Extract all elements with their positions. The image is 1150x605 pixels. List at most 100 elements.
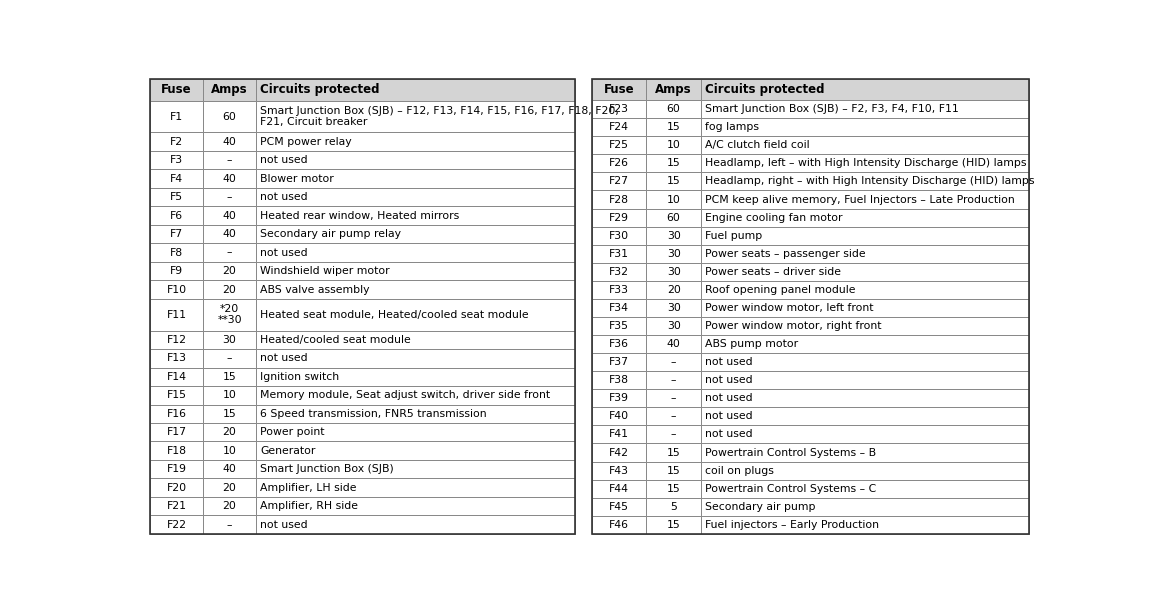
Text: 6 Speed transmission, FNR5 transmission: 6 Speed transmission, FNR5 transmission — [260, 409, 486, 419]
Text: F39: F39 — [610, 393, 629, 404]
Bar — [646, 498, 702, 515]
Text: F37: F37 — [610, 357, 629, 367]
Bar — [256, 79, 575, 100]
Bar — [702, 480, 1029, 498]
Bar — [702, 191, 1029, 209]
Bar — [204, 262, 256, 280]
Bar — [592, 443, 646, 462]
Bar — [256, 262, 575, 280]
Bar — [150, 386, 204, 405]
Bar — [204, 151, 256, 169]
Bar — [256, 132, 575, 151]
Bar — [592, 227, 646, 244]
Text: not used: not used — [260, 353, 308, 364]
Text: Amps: Amps — [212, 83, 248, 96]
Text: 40: 40 — [223, 464, 237, 474]
Text: 15: 15 — [667, 448, 681, 457]
Text: Fuel injectors – Early Production: Fuel injectors – Early Production — [705, 520, 879, 530]
Text: not used: not used — [260, 247, 308, 258]
Bar — [256, 442, 575, 460]
Bar — [256, 331, 575, 349]
Text: 15: 15 — [223, 372, 237, 382]
Bar — [646, 371, 702, 389]
Text: 60: 60 — [667, 104, 681, 114]
Bar — [150, 368, 204, 386]
Text: 30: 30 — [667, 267, 681, 277]
Text: Power seats – driver side: Power seats – driver side — [705, 267, 841, 277]
Bar — [592, 244, 646, 263]
Bar — [646, 299, 702, 317]
Text: Headlamp, left – with High Intensity Discharge (HID) lamps: Headlamp, left – with High Intensity Dis… — [705, 159, 1026, 168]
Bar — [150, 188, 204, 206]
Text: F21, Circuit breaker: F21, Circuit breaker — [260, 117, 367, 127]
Bar — [702, 209, 1029, 227]
Text: 40: 40 — [223, 137, 237, 147]
Text: fog lamps: fog lamps — [705, 122, 759, 132]
Bar — [646, 462, 702, 480]
Text: F31: F31 — [610, 249, 629, 259]
Bar — [702, 443, 1029, 462]
Text: Power window motor, right front: Power window motor, right front — [705, 321, 881, 331]
Text: not used: not used — [260, 155, 308, 165]
Text: F45: F45 — [610, 502, 629, 512]
Bar — [592, 154, 646, 172]
Bar — [646, 244, 702, 263]
Text: not used: not used — [705, 430, 752, 439]
Bar — [646, 335, 702, 353]
Text: F22: F22 — [167, 520, 186, 529]
Text: not used: not used — [260, 520, 308, 529]
Text: F44: F44 — [610, 483, 629, 494]
Text: 40: 40 — [223, 229, 237, 239]
Text: Ignition switch: Ignition switch — [260, 372, 339, 382]
Bar — [150, 169, 204, 188]
Bar — [646, 209, 702, 227]
Text: –: – — [670, 411, 676, 421]
Text: F17: F17 — [167, 427, 186, 437]
Bar — [592, 335, 646, 353]
Text: F13: F13 — [167, 353, 186, 364]
Bar — [204, 479, 256, 497]
Bar — [256, 479, 575, 497]
Bar — [256, 368, 575, 386]
Text: Secondary air pump: Secondary air pump — [705, 502, 815, 512]
Text: F16: F16 — [167, 409, 186, 419]
Text: 15: 15 — [667, 177, 681, 186]
Text: F27: F27 — [610, 177, 629, 186]
Bar — [646, 443, 702, 462]
Bar — [256, 299, 575, 331]
Text: F30: F30 — [610, 231, 629, 241]
Bar — [256, 280, 575, 299]
Bar — [204, 243, 256, 262]
Bar — [646, 191, 702, 209]
Bar — [592, 407, 646, 425]
Bar — [702, 79, 1029, 100]
Text: –: – — [227, 520, 232, 529]
Text: F41: F41 — [610, 430, 629, 439]
Bar — [646, 389, 702, 407]
Bar — [150, 151, 204, 169]
Bar — [204, 188, 256, 206]
Text: 30: 30 — [667, 303, 681, 313]
Bar — [150, 79, 575, 534]
Bar — [592, 371, 646, 389]
Bar — [256, 349, 575, 368]
Bar — [256, 206, 575, 225]
Text: –: – — [227, 155, 232, 165]
Bar — [646, 79, 702, 100]
Bar — [592, 425, 646, 443]
Text: Power point: Power point — [260, 427, 324, 437]
Text: 40: 40 — [223, 211, 237, 221]
Bar — [592, 100, 646, 118]
Text: F6: F6 — [170, 211, 183, 221]
Bar — [702, 281, 1029, 299]
Bar — [702, 244, 1029, 263]
Bar — [150, 100, 204, 132]
Text: 60: 60 — [223, 111, 237, 122]
Bar — [204, 225, 256, 243]
Text: 15: 15 — [667, 466, 681, 476]
Text: Blower motor: Blower motor — [260, 174, 334, 184]
Bar — [204, 442, 256, 460]
Bar — [150, 225, 204, 243]
Text: 10: 10 — [667, 140, 681, 150]
Text: F38: F38 — [610, 375, 629, 385]
